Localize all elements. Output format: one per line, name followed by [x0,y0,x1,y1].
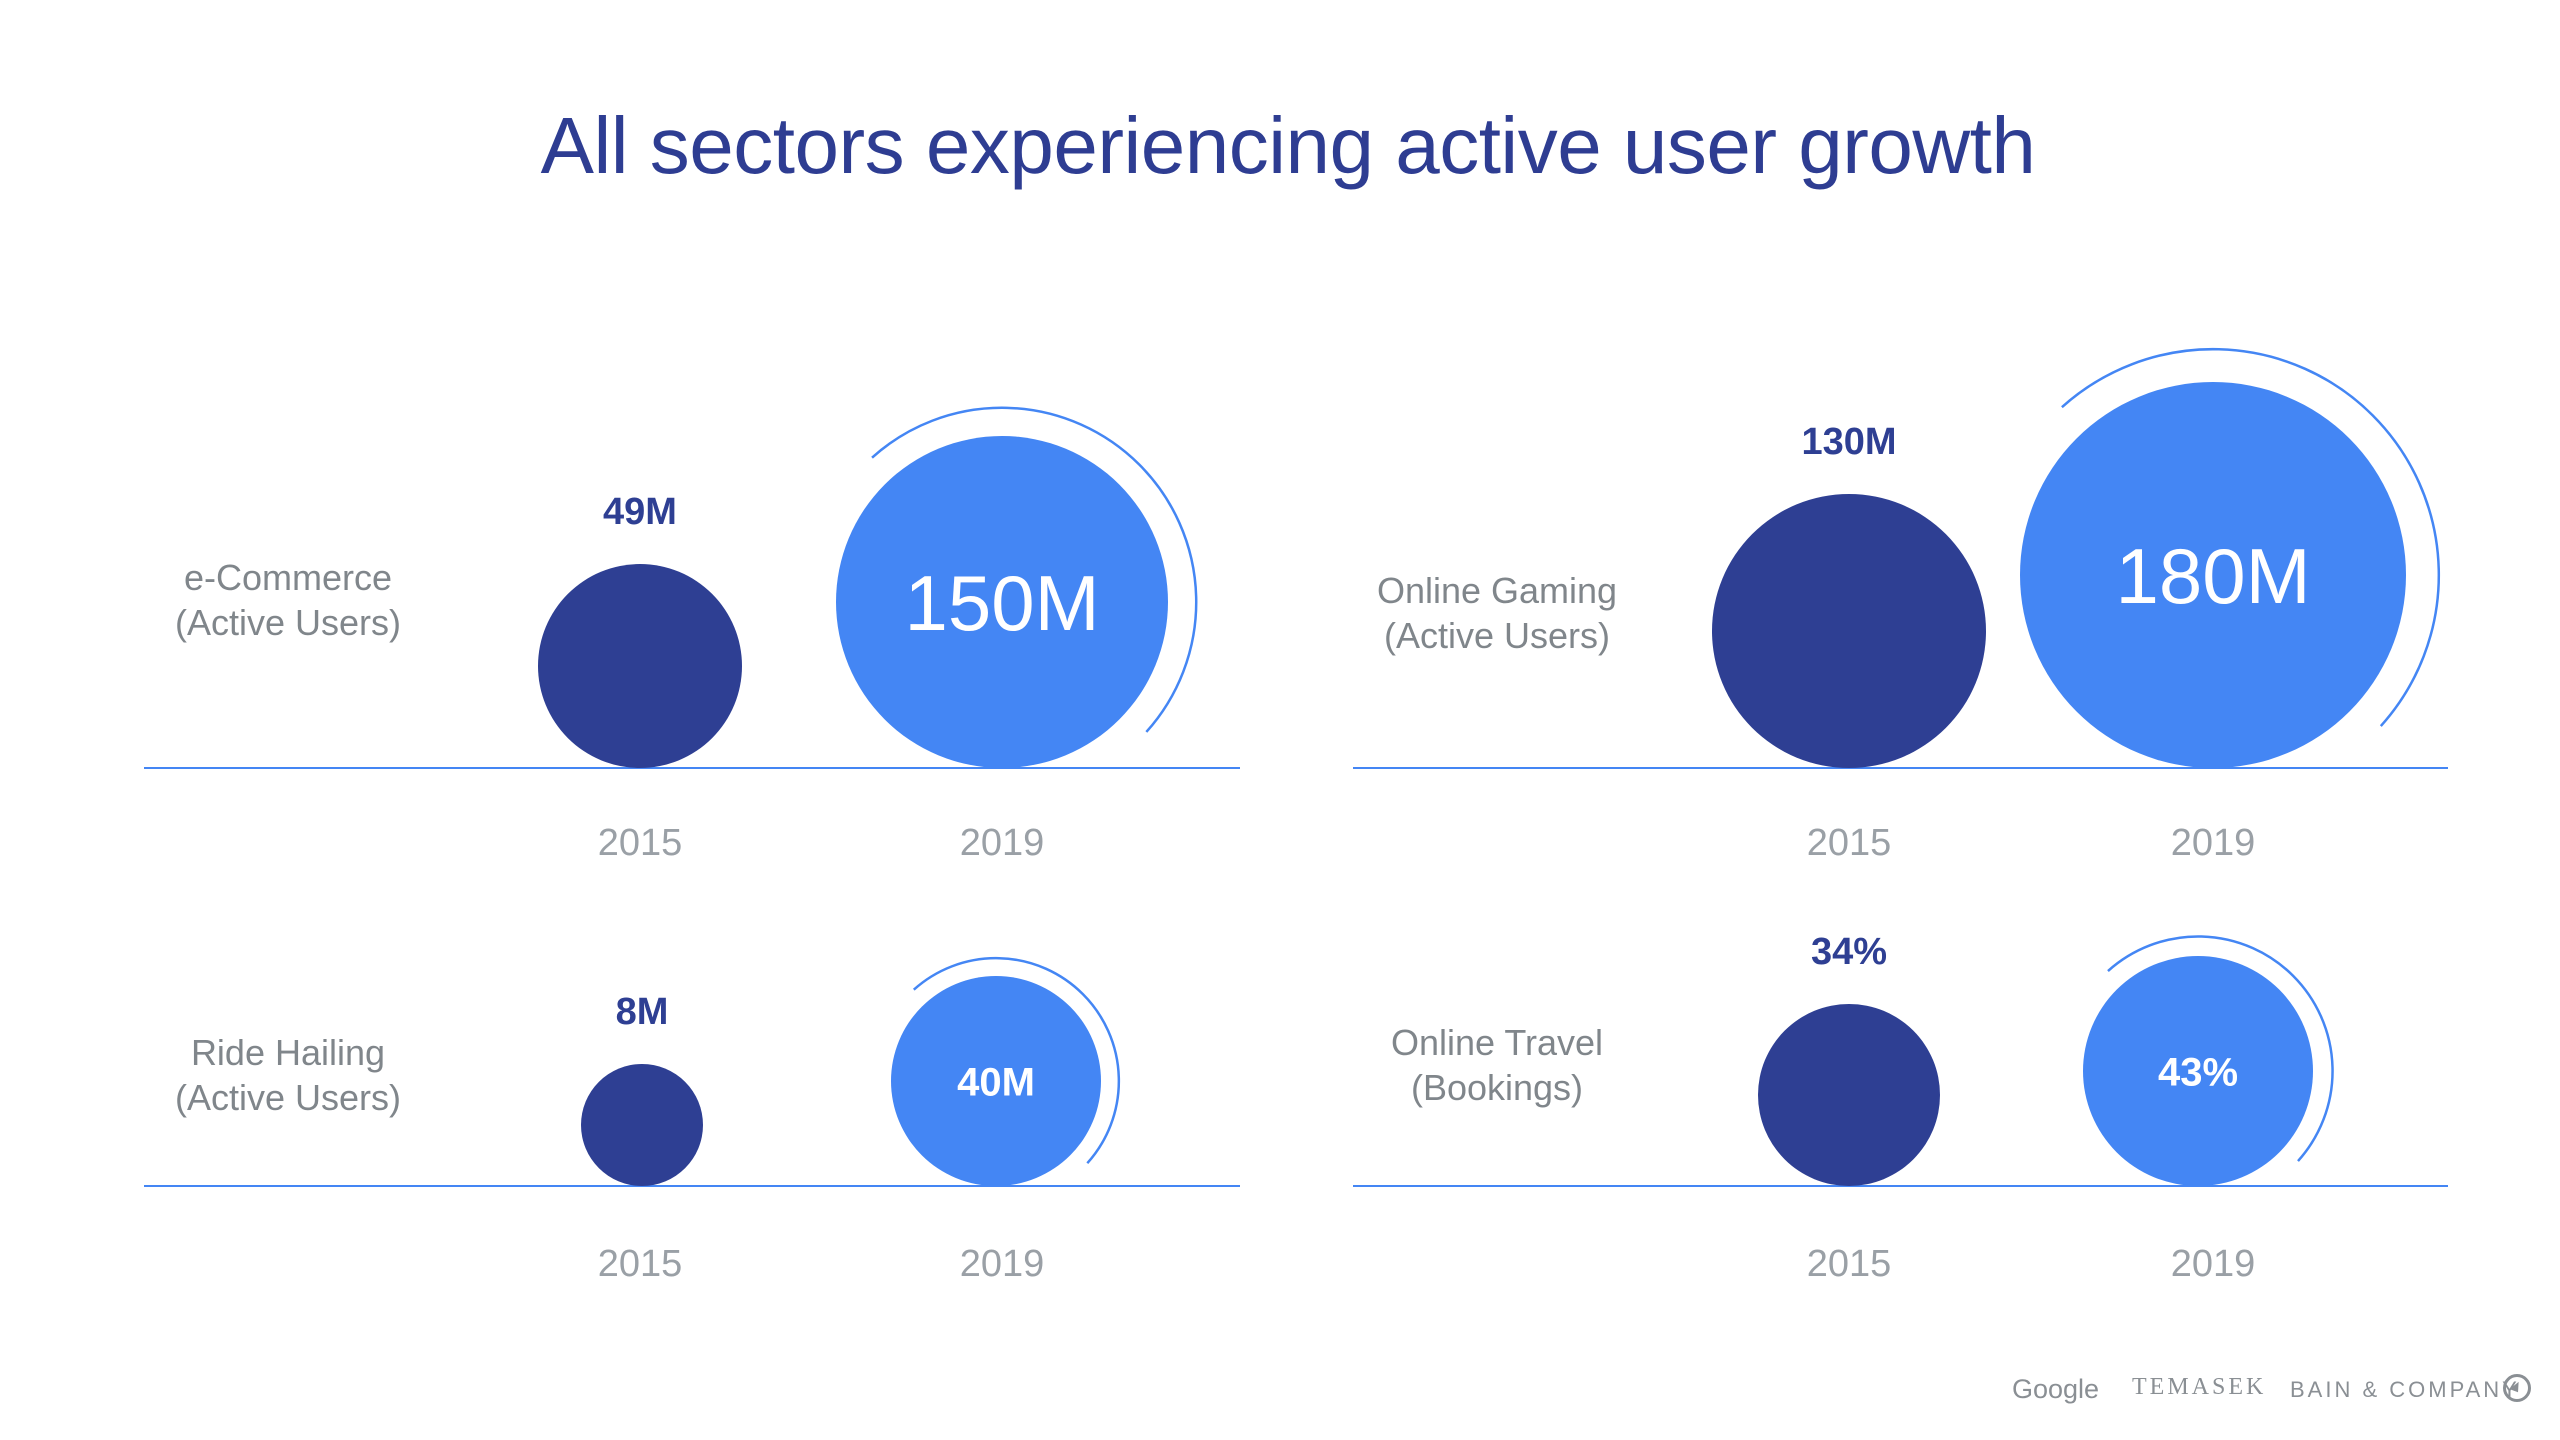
bain-compass-icon [2503,1374,2531,1402]
value-label-2015: 8M [616,991,669,1033]
category-label: e-Commerce [184,557,392,598]
growth-arc [871,406,1198,733]
year-label-2019: 2019 [2171,1243,2256,1285]
growth-arc [912,956,1121,1165]
value-label-2019: 180M [2115,532,2310,620]
bain-logo: BAIN & COMPANY [2290,1377,2520,1402]
category-sublabel: (Active Users) [1384,615,1610,656]
year-label-2015: 2015 [598,822,683,864]
bubble-2015 [538,564,742,768]
value-label-2019: 43% [2158,1050,2238,1094]
year-label-2015: 2015 [598,1243,683,1285]
bubble-2019 [2083,956,2313,1186]
year-label-2015: 2015 [1807,1243,1892,1285]
category-sublabel: (Active Users) [175,1077,401,1118]
growth-arc [2107,935,2334,1162]
value-label-2015: 130M [1801,421,1896,463]
category-label: Online Gaming [1377,570,1617,611]
bubble-2019 [836,436,1168,768]
value-label-2019: 150M [904,559,1099,647]
bubble-2019 [2020,382,2406,768]
bubble-2015 [581,1064,703,1186]
temasek-logo: TEMASEK [2132,1374,2267,1400]
year-label-2019: 2019 [2171,822,2256,864]
year-label-2019: 2019 [960,822,1045,864]
value-label-2019: 40M [957,1060,1035,1104]
year-label-2015: 2015 [1807,822,1892,864]
chart-title: All sectors experiencing active user gro… [540,101,2036,190]
category-sublabel: (Active Users) [175,602,401,643]
bubble-2015 [1758,1004,1940,1186]
category-label: Ride Hailing [191,1032,385,1073]
growth-arc [2061,347,2441,727]
category-label: Online Travel [1391,1022,1603,1063]
bubble-2019 [891,976,1101,1186]
bubble-2015 [1712,494,1986,768]
value-label-2015: 49M [603,491,677,533]
value-label-2015: 34% [1811,931,1887,973]
google-logo: Google [2012,1374,2100,1404]
year-label-2019: 2019 [960,1243,1045,1285]
category-sublabel: (Bookings) [1411,1067,1583,1108]
